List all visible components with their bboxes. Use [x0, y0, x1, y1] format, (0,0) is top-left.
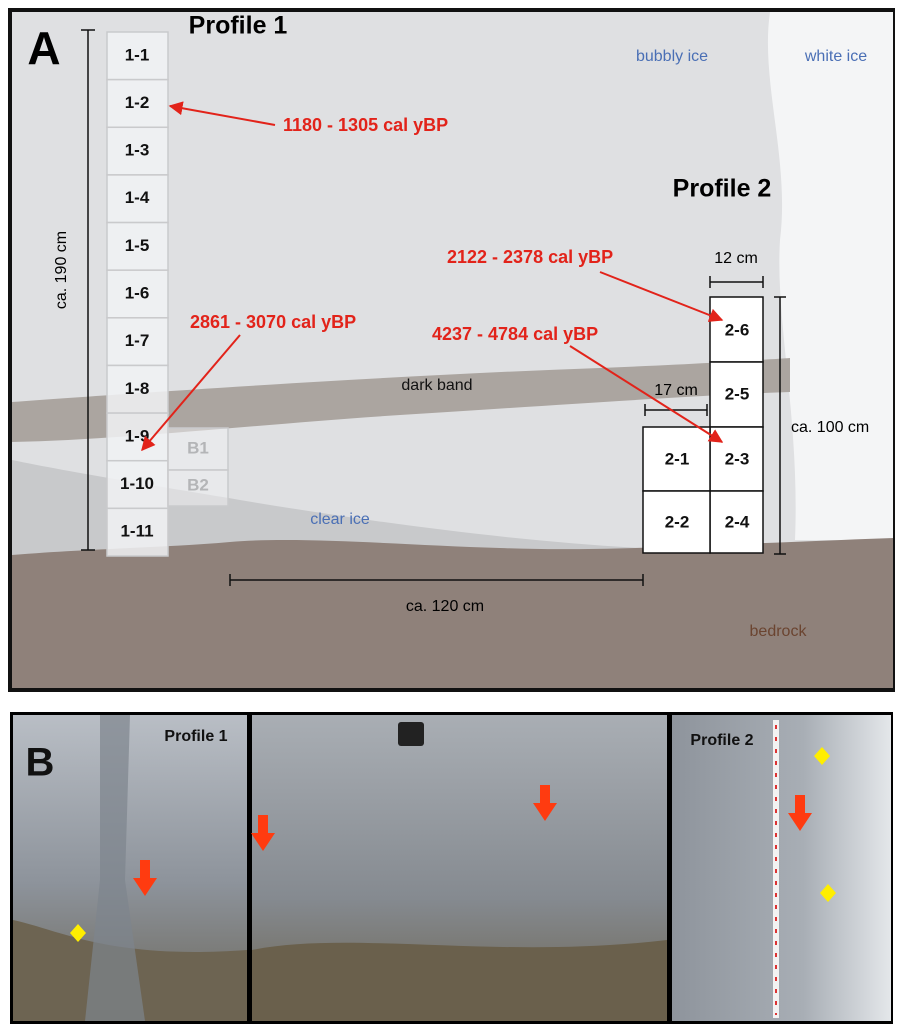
zone-label: white ice [804, 48, 867, 65]
sample-label: 1-2 [125, 93, 150, 112]
zone-label: clear ice [310, 511, 370, 528]
sample-label: 2-5 [725, 384, 750, 403]
profile-title: Profile 2 [673, 175, 772, 203]
sample-label: 1-9 [125, 426, 150, 445]
sample-label: 1-6 [125, 283, 150, 302]
date-label: 4237 - 4784 cal yBP [432, 324, 598, 344]
sample-label: 2-4 [725, 512, 750, 531]
lamp [398, 722, 424, 746]
sample-label: 2-2 [665, 512, 690, 531]
sample-label: 2-3 [725, 449, 750, 468]
sample-label: B1 [187, 438, 209, 457]
sample-label: B2 [187, 475, 209, 494]
dimension-label: ca. 190 cm [53, 231, 70, 309]
dimension-label: 17 cm [654, 382, 698, 399]
sample-label: 1-8 [125, 379, 150, 398]
profile-1: 1-1 1-2 1-3 1-4 1-5 1-6 1-7 1-8 1-9 1-10 1-11 [107, 32, 168, 556]
sample-label: 1-10 [120, 474, 154, 493]
panel-label: B [26, 741, 55, 785]
sample-label: 1-5 [125, 236, 150, 255]
photo-label: Profile 1 [164, 728, 227, 745]
sample-label: 2-6 [725, 320, 750, 339]
photo [672, 715, 891, 1021]
panel-b: B Profile 1 Profile 2 [10, 712, 893, 1024]
sample-label: 2-1 [665, 449, 690, 468]
profile-title: Profile 1 [189, 12, 288, 40]
zone-label: bubbly ice [636, 48, 708, 65]
date-label: 2861 - 3070 cal yBP [190, 312, 356, 332]
dimension-label: ca. 100 cm [791, 419, 869, 436]
zone-label: dark band [401, 377, 472, 394]
sample-label: 1-11 [120, 522, 153, 541]
sample-label: 1-7 [125, 331, 150, 350]
sample-label: 1-3 [125, 141, 150, 160]
photo-label: Profile 2 [690, 732, 753, 749]
sample-label: 1-1 [125, 45, 150, 64]
figure: A Profile 1 Profile 2 1-1 1-2 1-3 1-4 1-5 1-6… [0, 0, 897, 1027]
date-label: 2122 - 2378 cal yBP [447, 247, 613, 267]
panel-label: A [27, 22, 60, 74]
sample-label: 1-4 [125, 188, 150, 207]
zone-label: bedrock [750, 623, 808, 640]
dimension-label: ca. 120 cm [406, 598, 484, 615]
panel-a: A Profile 1 Profile 2 1-1 1-2 1-3 1-4 1-5 1-6… [10, 10, 893, 690]
dimension-label: 12 cm [714, 250, 758, 267]
rock [252, 940, 667, 1021]
date-label: 1180 - 1305 cal yBP [283, 115, 448, 135]
